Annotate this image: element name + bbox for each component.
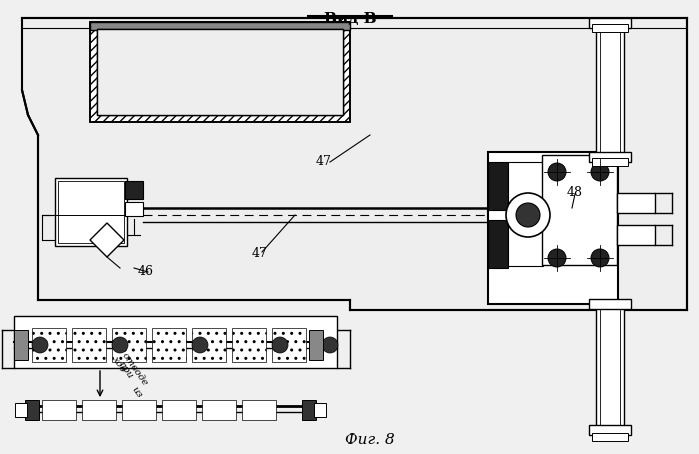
- Bar: [72, 328, 106, 362]
- Bar: [242, 400, 276, 420]
- Text: 47: 47: [252, 247, 268, 260]
- Bar: [90, 22, 350, 122]
- Bar: [90, 22, 350, 122]
- Bar: [589, 18, 631, 28]
- Bar: [309, 330, 323, 360]
- Text: 47: 47: [316, 155, 332, 168]
- Circle shape: [591, 249, 609, 267]
- Bar: [314, 403, 326, 417]
- Circle shape: [516, 203, 540, 227]
- Bar: [125, 202, 143, 216]
- Circle shape: [591, 163, 609, 181]
- Text: 46: 46: [138, 265, 154, 278]
- Bar: [90, 22, 350, 30]
- Bar: [97, 29, 343, 115]
- Text: Вид В: Вид В: [324, 12, 376, 26]
- Bar: [589, 425, 631, 435]
- Text: Фиг. 8: Фиг. 8: [345, 433, 395, 447]
- Bar: [152, 328, 186, 362]
- Bar: [125, 181, 143, 199]
- Bar: [488, 152, 618, 304]
- Text: при: при: [116, 360, 134, 380]
- Bar: [589, 299, 631, 309]
- Circle shape: [272, 337, 288, 353]
- Bar: [112, 328, 146, 362]
- Bar: [302, 400, 316, 420]
- Bar: [162, 400, 196, 420]
- Bar: [589, 152, 631, 162]
- Bar: [202, 400, 236, 420]
- Circle shape: [506, 193, 550, 237]
- Circle shape: [548, 249, 566, 267]
- Bar: [508, 162, 543, 210]
- Bar: [82, 400, 116, 420]
- Bar: [272, 328, 306, 362]
- Bar: [14, 330, 28, 360]
- Bar: [122, 400, 156, 420]
- Circle shape: [192, 337, 208, 353]
- Bar: [55, 178, 127, 246]
- Bar: [14, 316, 337, 368]
- Bar: [488, 162, 508, 210]
- Circle shape: [112, 337, 128, 353]
- Bar: [232, 328, 266, 362]
- Bar: [542, 155, 617, 265]
- Bar: [508, 218, 543, 266]
- Bar: [15, 403, 27, 417]
- Bar: [617, 193, 655, 213]
- Bar: [600, 306, 620, 425]
- Bar: [596, 25, 624, 155]
- Bar: [58, 181, 124, 243]
- Bar: [25, 400, 39, 420]
- Bar: [600, 28, 620, 152]
- Text: ход: ход: [110, 355, 127, 374]
- Circle shape: [32, 337, 48, 353]
- Circle shape: [322, 337, 338, 353]
- Polygon shape: [22, 18, 687, 310]
- Text: отводе: отводе: [120, 351, 150, 388]
- Text: из: из: [130, 385, 144, 400]
- Bar: [97, 29, 343, 115]
- Bar: [596, 303, 624, 428]
- Bar: [32, 328, 66, 362]
- Bar: [592, 158, 628, 166]
- Bar: [488, 220, 508, 268]
- Polygon shape: [90, 223, 124, 257]
- Bar: [192, 328, 226, 362]
- Circle shape: [548, 163, 566, 181]
- Text: 48: 48: [567, 186, 583, 199]
- Bar: [592, 433, 628, 441]
- Bar: [42, 400, 76, 420]
- Bar: [617, 225, 655, 245]
- Bar: [592, 24, 628, 32]
